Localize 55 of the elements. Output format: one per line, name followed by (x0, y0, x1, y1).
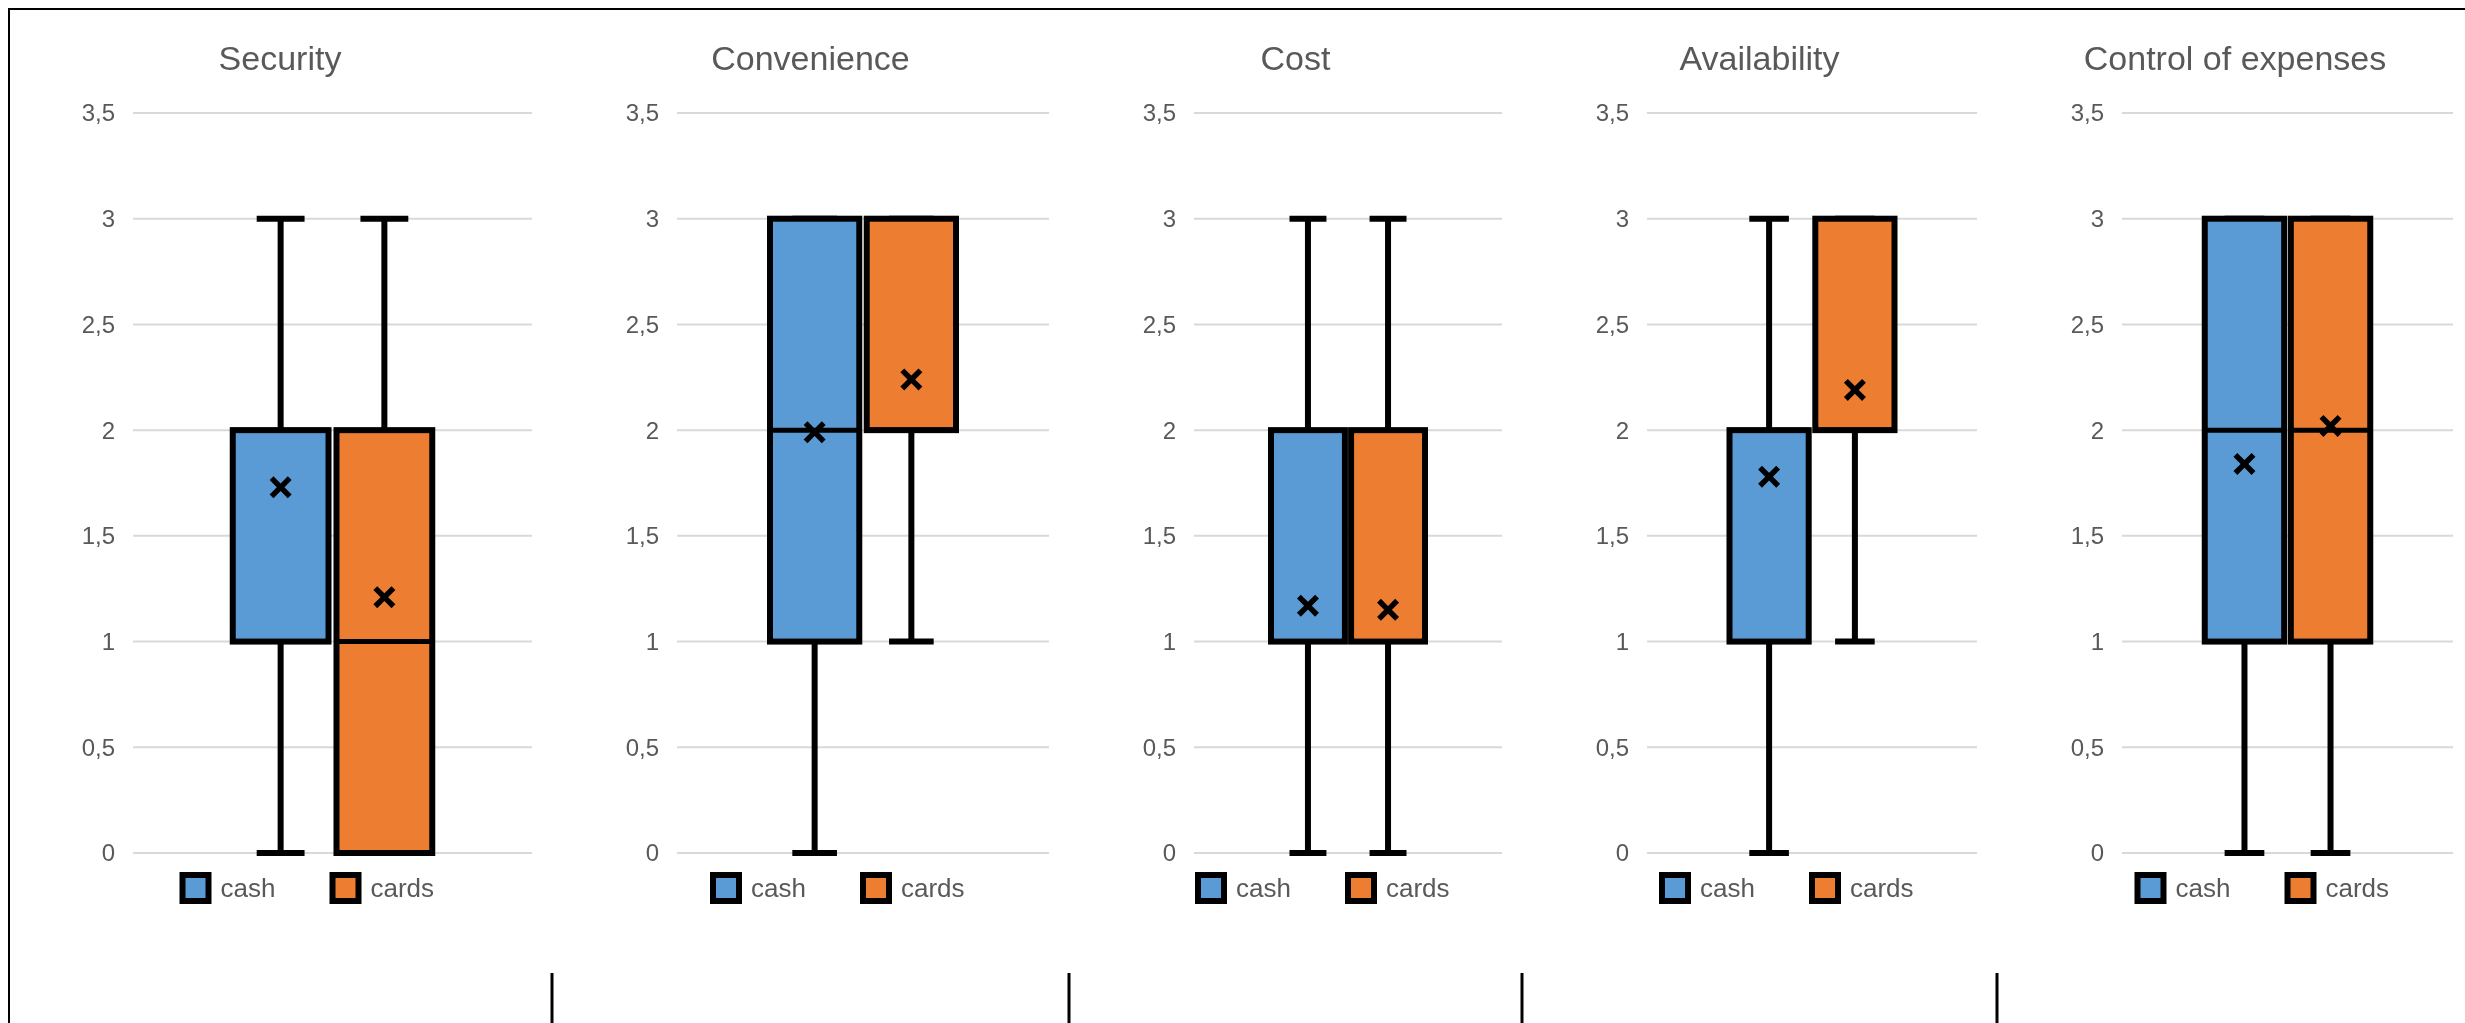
chart-title: Security (218, 39, 342, 77)
y-tick-label: 3 (2090, 205, 2104, 233)
chart-title: Cost (1260, 39, 1331, 77)
chart-title: Convenience (711, 39, 910, 77)
legend-label: cash (220, 873, 276, 904)
y-tick-label: 0,5 (1142, 733, 1176, 761)
chart-title: Control of expenses (2083, 39, 2387, 77)
y-tick-label: 0 (2090, 839, 2104, 867)
legend-label: cards (2325, 873, 2390, 904)
y-tick-label: 1,5 (81, 522, 115, 550)
y-tick-label: 1,5 (2070, 522, 2104, 550)
legend-label: cards (1386, 873, 1450, 904)
legend-label: cash (751, 873, 806, 904)
y-tick-label: 2,5 (625, 310, 659, 338)
y-tick-label: 2 (2090, 416, 2104, 444)
legend-label: cash (1700, 873, 1755, 904)
y-tick-label: 3,5 (1595, 99, 1629, 127)
y-tick-label: 2,5 (1595, 310, 1629, 338)
y-tick-label: 1 (101, 627, 115, 655)
y-tick-label: 1 (1615, 627, 1629, 655)
y-tick-label: 3,5 (625, 99, 659, 127)
y-tick-label: 3 (645, 205, 659, 233)
y-tick-label: 0 (645, 839, 659, 867)
y-tick-label: 0 (101, 839, 115, 867)
legend-label: cash (2175, 873, 2231, 904)
y-tick-label: 0,5 (81, 733, 115, 761)
y-tick-label: 1,5 (1595, 522, 1629, 550)
y-tick-label: 2,5 (81, 310, 115, 338)
y-tick-label: 1,5 (625, 522, 659, 550)
y-tick-label: 0 (1615, 839, 1629, 867)
y-tick-label: 3 (101, 205, 115, 233)
y-tick-label: 2 (1162, 416, 1176, 444)
y-tick-label: 1 (2090, 627, 2104, 655)
y-tick-label: 2 (645, 416, 659, 444)
y-tick-label: 1 (645, 627, 659, 655)
y-tick-label: 2,5 (2070, 310, 2104, 338)
y-tick-label: 0 (1162, 839, 1176, 867)
y-tick-label: 3,5 (1142, 99, 1176, 127)
y-tick-label: 2,5 (1142, 310, 1176, 338)
y-tick-label: 2 (1615, 416, 1629, 444)
y-tick-label: 3 (1615, 205, 1629, 233)
y-tick-label: 2 (101, 416, 115, 444)
y-tick-label: 1,5 (1142, 522, 1176, 550)
y-tick-label: 3,5 (81, 99, 115, 127)
legend-label: cards (370, 873, 435, 904)
y-tick-label: 3,5 (2070, 99, 2104, 127)
legend-label: cards (1850, 873, 1914, 904)
y-tick-label: 0,5 (2070, 733, 2104, 761)
y-tick-label: 0,5 (625, 733, 659, 761)
legend-label: cash (1236, 873, 1291, 904)
legend-label: cards (901, 873, 965, 904)
chart-title: Availability (1679, 39, 1840, 77)
y-tick-label: 3 (1162, 205, 1176, 233)
y-tick-label: 0,5 (1595, 733, 1629, 761)
y-tick-label: 1 (1162, 627, 1176, 655)
